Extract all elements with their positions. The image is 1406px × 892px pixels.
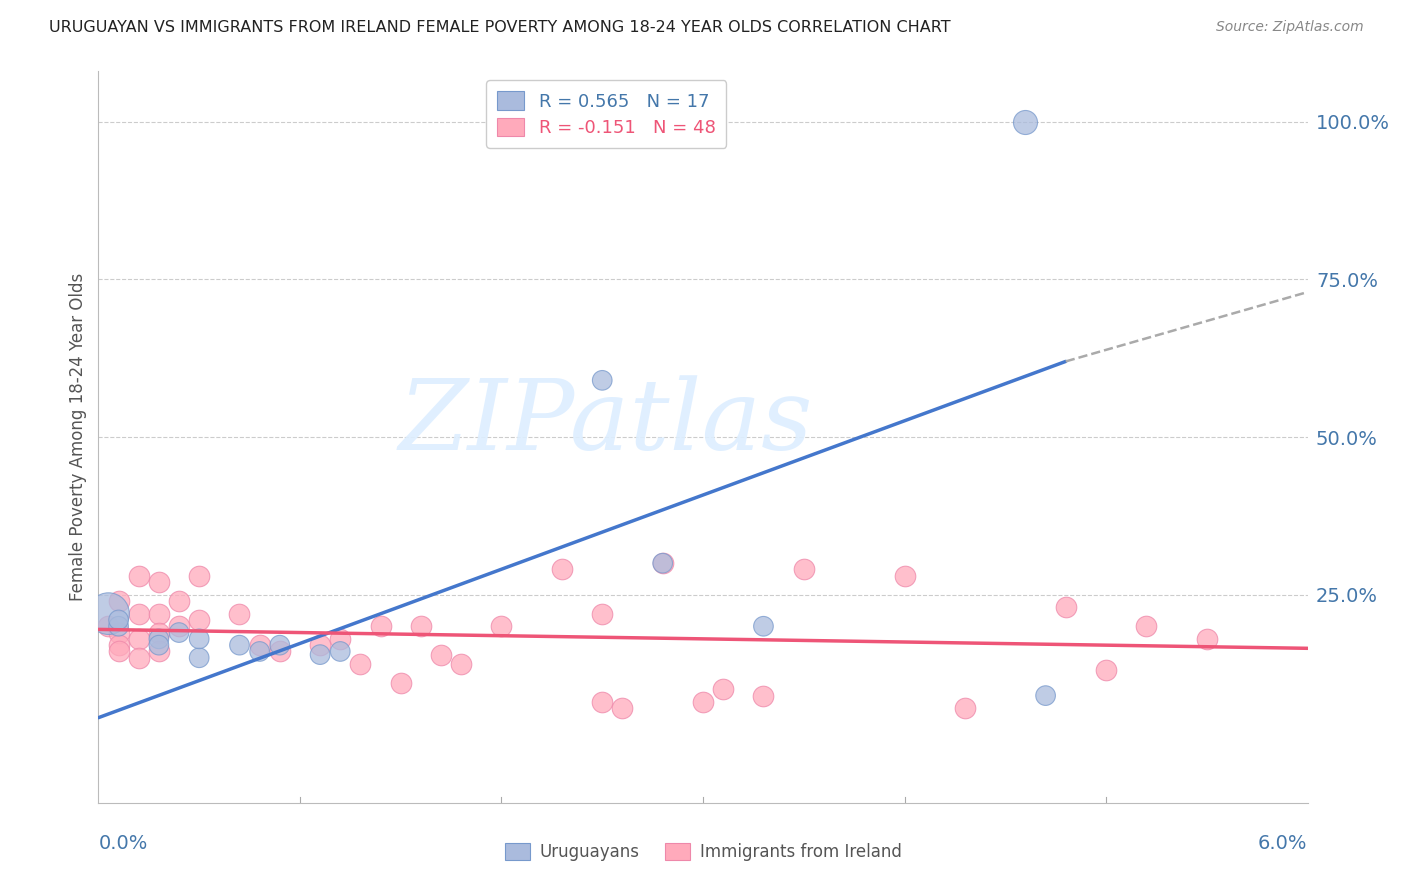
Point — [228, 607, 250, 621]
Point — [612, 701, 634, 715]
Point — [329, 644, 352, 658]
Point — [491, 619, 513, 633]
Point — [148, 638, 170, 652]
Point — [953, 701, 976, 715]
Point — [188, 613, 211, 627]
Point — [389, 676, 412, 690]
Point — [409, 619, 432, 633]
Point — [1195, 632, 1218, 646]
Point — [752, 619, 775, 633]
Point — [148, 607, 170, 621]
Point — [752, 689, 775, 703]
Point — [97, 607, 120, 621]
Point — [1054, 600, 1077, 615]
Point — [1135, 619, 1157, 633]
Point — [148, 632, 170, 646]
Text: 6.0%: 6.0% — [1258, 834, 1308, 853]
Point — [148, 625, 170, 640]
Point — [692, 695, 714, 709]
Point — [329, 632, 352, 646]
Point — [107, 625, 129, 640]
Point — [249, 644, 271, 658]
Point — [309, 648, 332, 662]
Text: Source: ZipAtlas.com: Source: ZipAtlas.com — [1216, 20, 1364, 34]
Point — [188, 650, 211, 665]
Point — [167, 625, 190, 640]
Point — [651, 556, 673, 570]
Point — [269, 638, 291, 652]
Text: 0.0%: 0.0% — [98, 834, 148, 853]
Point — [128, 632, 150, 646]
Point — [591, 695, 613, 709]
Point — [1035, 689, 1057, 703]
Point — [551, 562, 574, 576]
Text: ZIPatlas: ZIPatlas — [399, 375, 814, 470]
Point — [450, 657, 472, 671]
Point — [128, 650, 150, 665]
Point — [107, 638, 129, 652]
Point — [309, 638, 332, 652]
Point — [167, 619, 190, 633]
Point — [370, 619, 392, 633]
Point — [430, 648, 453, 662]
Legend: Uruguayans, Immigrants from Ireland: Uruguayans, Immigrants from Ireland — [498, 836, 908, 868]
Point — [591, 607, 613, 621]
Point — [711, 682, 734, 697]
Point — [793, 562, 815, 576]
Point — [148, 575, 170, 590]
Point — [107, 613, 129, 627]
Point — [128, 607, 150, 621]
Point — [651, 556, 673, 570]
Point — [107, 619, 129, 633]
Point — [349, 657, 371, 671]
Point — [97, 619, 120, 633]
Point — [591, 373, 613, 387]
Point — [188, 632, 211, 646]
Point — [1095, 664, 1118, 678]
Point — [1014, 115, 1036, 129]
Point — [269, 644, 291, 658]
Point — [249, 638, 271, 652]
Text: URUGUAYAN VS IMMIGRANTS FROM IRELAND FEMALE POVERTY AMONG 18-24 YEAR OLDS CORREL: URUGUAYAN VS IMMIGRANTS FROM IRELAND FEM… — [49, 20, 950, 35]
Point — [228, 638, 250, 652]
Point — [128, 569, 150, 583]
Y-axis label: Female Poverty Among 18-24 Year Olds: Female Poverty Among 18-24 Year Olds — [69, 273, 87, 601]
Point — [148, 644, 170, 658]
Point — [167, 594, 190, 608]
Point — [893, 569, 915, 583]
Point — [188, 569, 211, 583]
Point — [107, 644, 129, 658]
Point — [107, 594, 129, 608]
